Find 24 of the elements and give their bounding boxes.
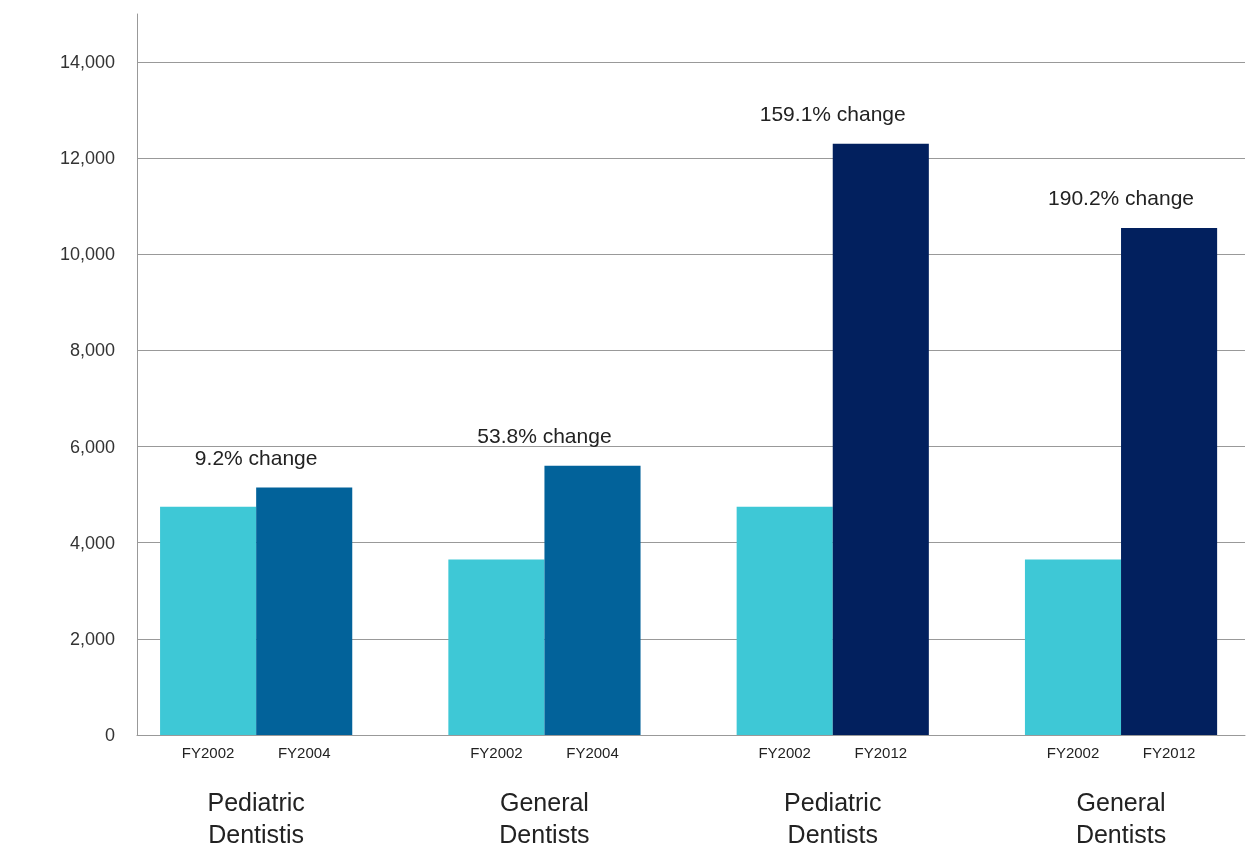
- text: Pediatric Dentists: [784, 788, 882, 848]
- y-tick-label: 8,000: [69, 340, 115, 361]
- y-tick-label: 14,000: [59, 52, 115, 73]
- x-tick-label: FY2004: [277, 744, 331, 761]
- y-tick-label: 12,000: [59, 148, 115, 169]
- x-tick-label: FY2004: [566, 744, 619, 761]
- annotation: 159.1% change: [759, 102, 906, 126]
- x-tick-label: FY2002: [758, 744, 811, 761]
- x-tick-label: FY2002: [1046, 744, 1100, 761]
- annotation: 9.2% change: [194, 445, 318, 469]
- x-tick-label: FY2012: [1142, 744, 1196, 761]
- x-tick-label: FY2002: [470, 744, 523, 761]
- y-tick-label: 2,000: [69, 628, 115, 649]
- annotation: 190.2% change: [1048, 186, 1195, 210]
- text: General Dentists: [499, 788, 590, 848]
- text: General Dentists: [1075, 788, 1167, 848]
- x-tick-label: FY2012: [854, 744, 908, 761]
- x-tick-label: FY2002: [181, 744, 235, 761]
- y-tick-label: 10,000: [59, 244, 115, 265]
- y-tick-label: 4,000: [69, 532, 115, 553]
- y-tick-label: 0: [104, 725, 115, 745]
- y-tick-label: 6,000: [69, 436, 115, 457]
- annotation: 53.8% change: [477, 424, 612, 448]
- text: Pediatric Dentistis: [207, 788, 305, 848]
